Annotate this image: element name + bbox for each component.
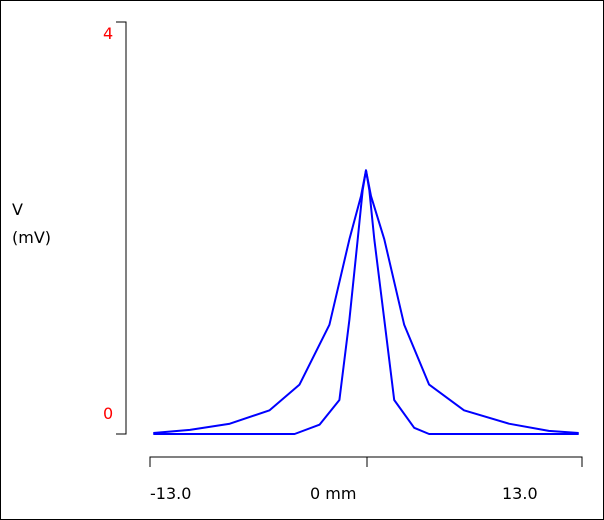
y-axis-title-line1: V	[12, 200, 23, 219]
narrow-profile-curve	[153, 169, 579, 435]
y-min-label: 0	[103, 404, 114, 423]
y-axis-title-line2: (mV)	[12, 228, 52, 247]
x-left-label: -13.0	[150, 484, 192, 503]
x-center-label: 0 mm	[310, 484, 357, 503]
curves	[153, 169, 579, 435]
wide-profile-curve	[153, 169, 579, 434]
x-axis	[149, 456, 583, 467]
y-max-label: 4	[103, 24, 114, 43]
y-axis	[116, 21, 127, 435]
x-right-label: 13.0	[502, 484, 538, 503]
